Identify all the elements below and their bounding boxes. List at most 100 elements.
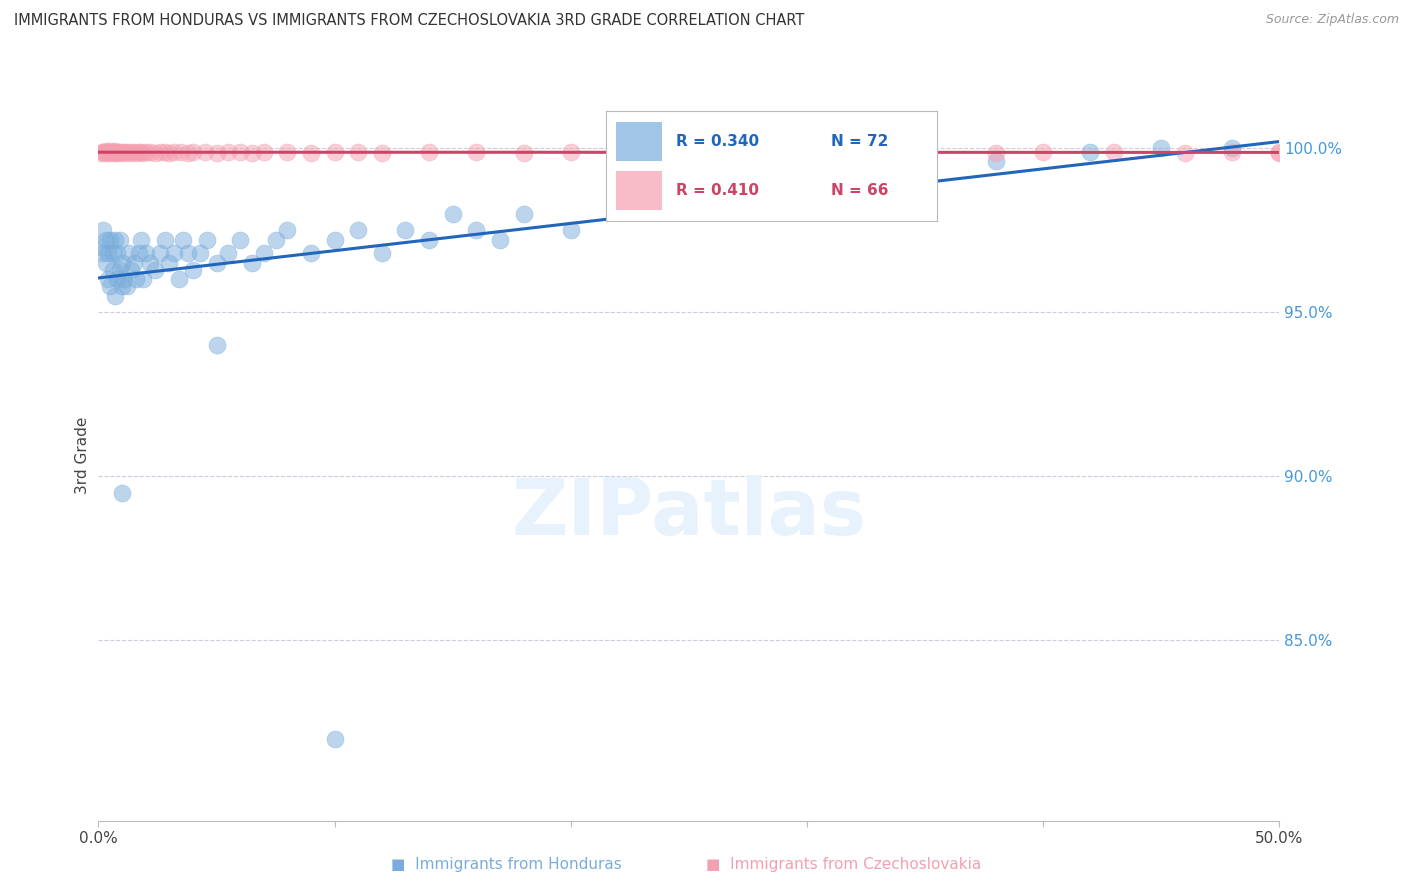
Point <box>94 144 117 158</box>
Point <box>163 246 186 260</box>
Point <box>115 279 138 293</box>
Point <box>139 256 162 270</box>
Point <box>748 145 770 160</box>
Point <box>796 146 818 161</box>
Point <box>418 145 440 159</box>
Point <box>188 246 211 260</box>
Point <box>111 146 134 161</box>
Point <box>177 246 200 260</box>
Point <box>465 145 488 160</box>
Point <box>914 145 936 160</box>
Point <box>104 144 127 158</box>
Point <box>98 279 121 293</box>
Point <box>143 262 166 277</box>
Point <box>347 145 370 160</box>
Point <box>170 145 193 160</box>
Point <box>560 223 582 237</box>
Point <box>108 145 131 159</box>
Point <box>984 154 1007 169</box>
Point <box>128 246 150 260</box>
Point <box>94 233 117 247</box>
Point <box>118 246 141 260</box>
Point <box>157 146 180 161</box>
Point <box>135 145 157 159</box>
Point <box>654 146 676 161</box>
Point <box>512 207 534 221</box>
Point <box>984 146 1007 161</box>
Point <box>1174 146 1197 161</box>
Point <box>105 146 128 161</box>
Point <box>299 246 322 260</box>
Point <box>108 262 131 277</box>
Point <box>111 279 134 293</box>
Point <box>105 272 128 286</box>
Point <box>560 145 582 159</box>
Point <box>323 233 346 247</box>
Point <box>101 145 124 160</box>
Point <box>702 180 724 194</box>
Point <box>844 180 866 194</box>
Point <box>143 146 166 161</box>
Point <box>97 145 120 160</box>
Point <box>394 223 416 237</box>
Point <box>125 272 148 286</box>
Point <box>132 146 155 161</box>
Point <box>91 145 114 160</box>
Point <box>90 240 112 254</box>
Text: Source: ZipAtlas.com: Source: ZipAtlas.com <box>1265 13 1399 27</box>
Point <box>240 146 263 161</box>
Point <box>149 145 172 159</box>
Point <box>1080 145 1102 159</box>
Point <box>167 272 190 286</box>
Point <box>97 246 120 260</box>
Point <box>104 289 127 303</box>
Point <box>163 145 186 159</box>
Point <box>194 145 217 160</box>
Point <box>98 233 121 247</box>
Point <box>101 145 124 159</box>
Text: IMMIGRANTS FROM HONDURAS VS IMMIGRANTS FROM CZECHOSLOVAKIA 3RD GRADE CORRELATION: IMMIGRANTS FROM HONDURAS VS IMMIGRANTS F… <box>14 13 804 29</box>
Point <box>177 146 200 161</box>
Point <box>112 145 135 159</box>
Point <box>1220 141 1243 155</box>
Point <box>205 146 228 161</box>
Point <box>748 190 770 204</box>
Point <box>371 146 394 161</box>
Text: ■  Immigrants from Honduras: ■ Immigrants from Honduras <box>391 857 621 872</box>
Point <box>105 246 128 260</box>
Point <box>844 145 866 159</box>
Point <box>153 145 176 160</box>
Point <box>264 233 287 247</box>
Point <box>489 233 512 247</box>
Point <box>253 145 276 159</box>
Point <box>205 256 228 270</box>
Point <box>217 246 239 260</box>
Point <box>125 146 148 161</box>
Point <box>129 233 152 247</box>
Point <box>101 262 124 277</box>
Point <box>108 233 131 247</box>
Point <box>418 233 440 247</box>
Point <box>132 272 155 286</box>
Text: ZIPatlas: ZIPatlas <box>512 475 866 551</box>
Point <box>323 731 346 746</box>
Point <box>111 485 134 500</box>
Point <box>94 146 117 161</box>
Point <box>101 246 124 260</box>
Point <box>229 145 252 160</box>
Point <box>914 164 936 178</box>
Point <box>512 146 534 161</box>
Point <box>98 144 121 158</box>
Point <box>111 256 134 270</box>
Y-axis label: 3rd Grade: 3rd Grade <box>75 417 90 493</box>
Point <box>217 145 239 159</box>
Point <box>1032 145 1054 159</box>
Point <box>104 146 127 161</box>
Point <box>97 145 120 159</box>
Point <box>135 246 157 260</box>
Point <box>347 223 370 237</box>
Point <box>122 256 145 270</box>
Point <box>121 262 143 277</box>
Point <box>607 145 630 160</box>
Point <box>607 200 630 214</box>
